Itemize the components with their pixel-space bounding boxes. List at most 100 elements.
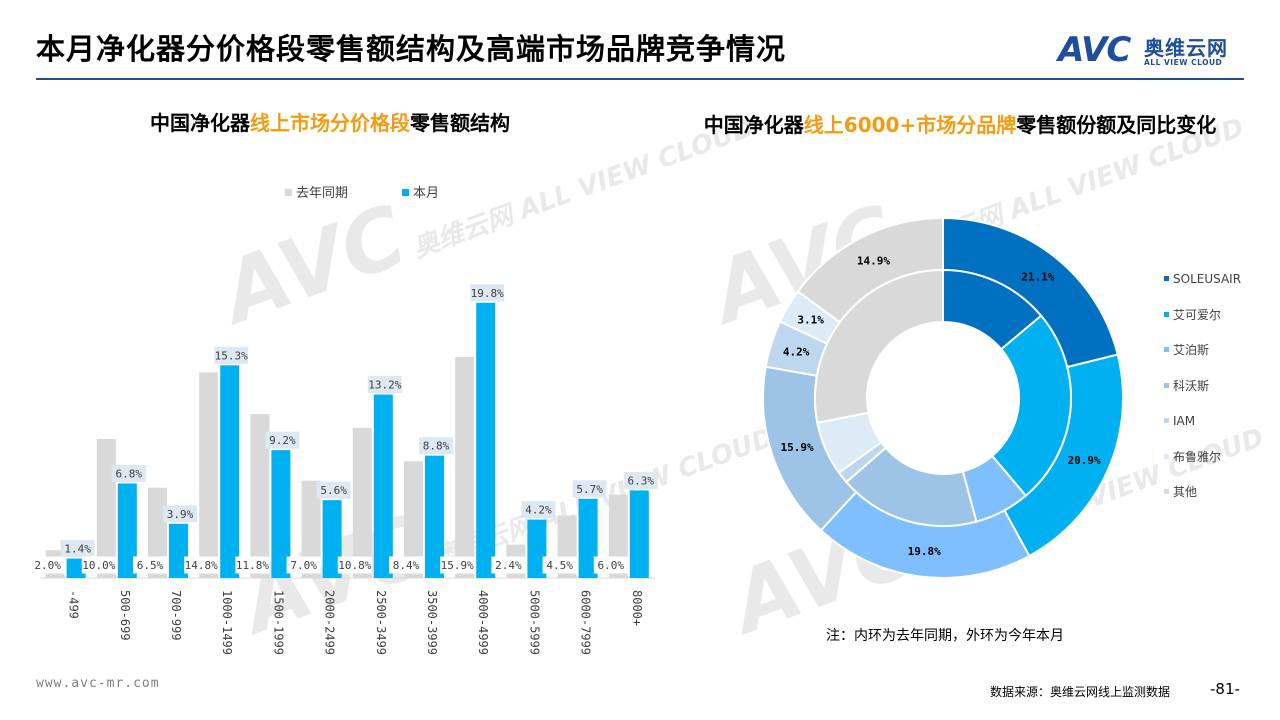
- data-label-last-year: 6.5%: [137, 559, 164, 572]
- legend-label: 科沃斯: [1173, 378, 1210, 393]
- bar-legend-last-year: 去年同期: [285, 182, 348, 201]
- data-label-this-month: 3.9%: [167, 508, 194, 521]
- x-tick-label: 6000-7999: [579, 590, 593, 655]
- legend-item: 艾可爱尔: [1164, 308, 1254, 344]
- slice-label: 19.8%: [908, 545, 941, 558]
- slice-label: 20.9%: [1067, 454, 1100, 467]
- x-tick-label: 5000-5999: [527, 590, 541, 655]
- data-label-this-month: 13.2%: [368, 379, 401, 392]
- bar-last-year: [96, 439, 116, 578]
- legend-label: IAM: [1173, 414, 1196, 428]
- page-title: 本月净化器分价格段零售额结构及高端市场品牌竞争情况: [36, 32, 787, 66]
- data-label-bg: [163, 505, 197, 523]
- x-tick-label: 700-999: [169, 590, 183, 641]
- donut-chart: 21.1% 20.9% 19.8% 15.9% 4.2% 3.1% 14.9%: [762, 216, 1124, 579]
- data-source: 数据来源：奥维云网线上监测数据: [990, 685, 1171, 699]
- bar-legend-this-month: 本月: [402, 182, 439, 201]
- bar-last-year: [301, 480, 321, 578]
- x-tick-label: 4000-4999: [476, 590, 490, 655]
- data-label-this-month: 8.8%: [423, 440, 450, 453]
- legend-swatch: [1164, 276, 1169, 281]
- donut-legend: SOLEUSAIR 艾可爱尔 艾泊斯 科沃斯 IAM 布鲁雅尔 其他: [1164, 272, 1254, 521]
- legend-item: 艾泊斯: [1164, 343, 1254, 379]
- bar-this-month: [527, 519, 547, 578]
- legend-swatch: [1164, 418, 1169, 423]
- legend-item: 布鲁雅尔: [1164, 450, 1254, 486]
- data-label-last-year: 10.8%: [338, 559, 371, 572]
- data-label-bg: [593, 556, 628, 574]
- logo-en: ALL VIEW CLOUD: [1144, 58, 1223, 67]
- title-divider: [36, 78, 1244, 80]
- bar-this-month: [578, 498, 598, 578]
- x-tick-label: 1500-1999: [271, 590, 285, 655]
- data-label-bg: [60, 540, 95, 558]
- bar-this-month: [373, 394, 393, 578]
- data-label-bg: [623, 471, 658, 489]
- logo-mark: AVC: [1058, 30, 1131, 70]
- data-label-bg: [30, 556, 65, 574]
- data-label-bg: [81, 556, 116, 574]
- x-tick-label: 2500-3499: [374, 590, 388, 655]
- data-label-last-year: 15.9%: [441, 559, 474, 572]
- bar-this-month: [629, 490, 649, 578]
- legend-swatch: [1164, 453, 1169, 459]
- footer-url: www.avc-mr.com: [36, 676, 160, 691]
- slice-label: 15.9%: [781, 441, 814, 454]
- x-tick-label: -499: [67, 590, 81, 619]
- bar-this-month: [271, 450, 291, 578]
- legend-label: 其他: [1173, 485, 1198, 499]
- bar-last-year: [250, 413, 270, 578]
- bar-last-year: [404, 461, 423, 578]
- legend-swatch: [402, 189, 409, 196]
- data-label-bg: [367, 376, 402, 394]
- data-label-last-year: 10.0%: [82, 559, 115, 572]
- data-label-bg: [337, 556, 372, 574]
- legend-item: SOLEUSAIR: [1164, 272, 1254, 308]
- data-label-bg: [265, 431, 300, 449]
- bar-chart: 2.0%1.4% -499 10.0% 6.8% 500-699 6.5% 3.9% 700-…: [30, 284, 658, 655]
- data-label-this-month: 4.2%: [525, 504, 552, 517]
- data-label-bg: [470, 284, 505, 302]
- bar-this-month: [220, 365, 240, 578]
- bar-last-year: [148, 487, 167, 578]
- data-label-last-year: 11.8%: [236, 559, 269, 572]
- inner-ring-slice: [990, 314, 1072, 498]
- data-label-bg: [286, 556, 321, 574]
- data-label-this-month: 19.8%: [471, 287, 504, 300]
- bar-this-month: [425, 455, 444, 578]
- legend-item: 科沃斯: [1164, 379, 1254, 415]
- avc-logo: AVC 奥维云网 ALL VIEW CLOUD: [1058, 30, 1248, 70]
- slice-label: 14.9%: [857, 255, 890, 268]
- x-tick-label: 1000-1499: [220, 590, 234, 655]
- bar-chart-title: 中国净化器线上市场分价格段零售额结构: [150, 111, 510, 135]
- legend-swatch: [285, 189, 292, 196]
- legend-label: SOLEUSAIR: [1173, 272, 1242, 286]
- bar-last-year: [352, 427, 372, 578]
- legend-swatch: [1164, 347, 1169, 352]
- x-tick-label: 8000+: [630, 590, 644, 626]
- data-label-last-year: 8.4%: [393, 559, 420, 572]
- data-label-bg: [491, 556, 526, 574]
- data-label-bg: [521, 501, 556, 519]
- bar-this-month: [476, 302, 496, 578]
- legend-swatch: [1164, 311, 1169, 317]
- data-label-bg: [111, 464, 146, 482]
- donut-chart-title: 中国净化器线上6000+市场分品牌零售额份额及同比变化: [703, 113, 1217, 137]
- data-label-this-month: 5.6%: [320, 484, 347, 497]
- data-label-bg: [235, 556, 270, 574]
- bar-this-month: [66, 558, 86, 578]
- legend-swatch: [1164, 382, 1169, 388]
- slice-label: 4.2%: [783, 346, 810, 359]
- inner-ring-slice: [814, 268, 944, 424]
- data-label-bg: [572, 480, 607, 498]
- data-label-bg: [133, 556, 167, 574]
- legend-item: IAM: [1164, 414, 1254, 450]
- data-label-this-month: 1.4%: [64, 543, 91, 556]
- bar-last-year: [455, 356, 475, 578]
- data-label-this-month: 9.2%: [269, 434, 296, 447]
- chart-note: 注：内环为去年同期，外环为今年本月: [826, 628, 1064, 644]
- data-label-bg: [184, 556, 219, 574]
- x-tick-label: 2000-2499: [323, 590, 337, 655]
- data-label-last-year: 2.0%: [34, 559, 61, 572]
- data-label-bg: [214, 346, 249, 364]
